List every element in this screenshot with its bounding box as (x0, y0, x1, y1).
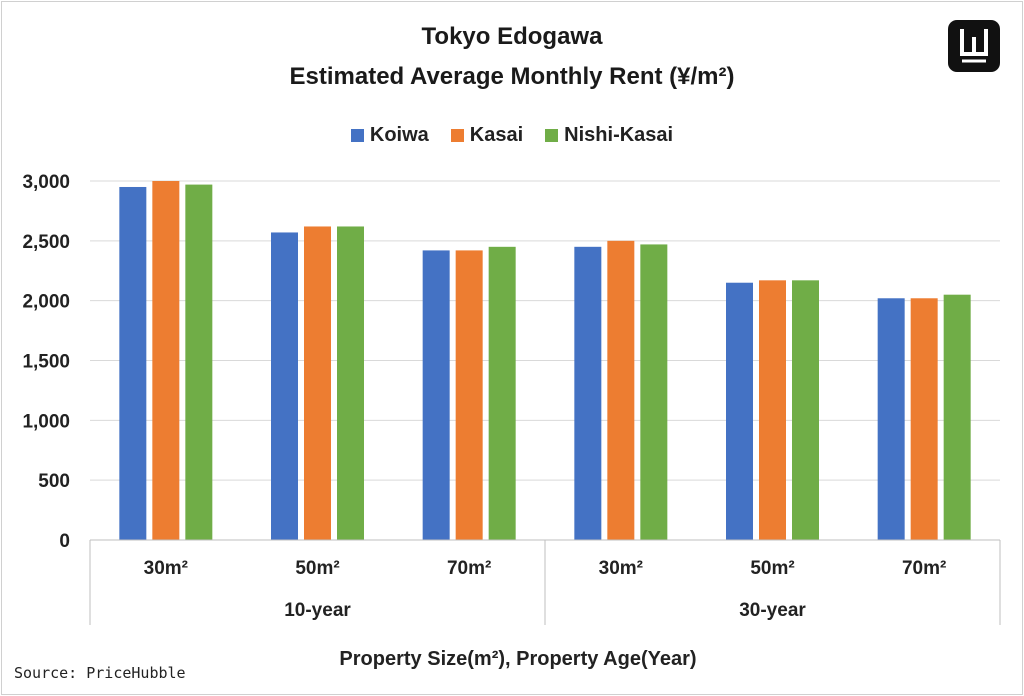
x-tick-label: 70m² (447, 558, 491, 579)
source-note: Source: PriceHubble (14, 664, 186, 682)
axes (89, 539, 1001, 625)
axis-labels: 0 500 1,000 1,500 2,000 2,500 3,000 30m² 50m² 70m… (22, 172, 946, 670)
bar-kasai (304, 226, 331, 540)
y-tick-label: 1,000 (22, 411, 70, 432)
bar-koiwa (422, 250, 450, 540)
y-tick-label: 3,000 (22, 172, 70, 193)
legend-item-nishi-kasai: Nishi-Kasai (545, 124, 673, 147)
bar-nishi-kasai (337, 226, 364, 540)
bars (119, 181, 971, 541)
bar-kasai (152, 181, 180, 540)
legend-swatch-nishi-kasai (545, 129, 559, 142)
chart-title: Tokyo Edogawa (421, 23, 603, 50)
y-tick-label: 1,500 (22, 352, 70, 373)
bar-kasai (607, 240, 635, 541)
legend-label-koiwa: Koiwa (369, 124, 429, 146)
y-tick-label: 2,500 (22, 232, 70, 253)
x-tick-label: 50m² (750, 558, 794, 579)
bar-koiwa (726, 282, 753, 540)
x-tick-label: 30m² (599, 558, 643, 579)
x-tick-label: 50m² (295, 558, 339, 579)
chart-legend: Koiwa Kasai Nishi-Kasai (0, 124, 1024, 147)
bar-nishi-kasai (943, 294, 971, 540)
bar-nishi-kasai (792, 280, 819, 540)
chart-subtitle: Estimated Average Monthly Rent (¥/m²) (289, 63, 735, 90)
bar-nishi-kasai (640, 244, 668, 540)
legend-label-nishi-kasai: Nishi-Kasai (564, 124, 674, 146)
x-group-label: 30-year (739, 600, 806, 621)
x-tick-label: 70m² (902, 558, 946, 579)
w-logo-icon (948, 20, 1000, 72)
y-tick-label: 500 (38, 471, 70, 492)
bar-koiwa (271, 232, 298, 540)
legend-swatch-koiwa (350, 129, 364, 142)
legend-item-koiwa: Koiwa (350, 124, 429, 147)
x-group-label: 10-year (284, 600, 351, 621)
y-tick-label: 0 (59, 531, 70, 552)
bar-nishi-kasai (185, 184, 213, 540)
bar-koiwa (877, 298, 905, 540)
legend-item-kasai: Kasai (450, 124, 524, 147)
y-tick-label: 2,000 (22, 292, 70, 313)
x-tick-label: 30m² (144, 558, 188, 579)
bar-koiwa (574, 246, 602, 541)
bar-kasai (910, 298, 938, 540)
bar-kasai (455, 250, 483, 540)
bar-koiwa (119, 186, 147, 540)
bar-kasai (759, 280, 786, 540)
legend-label-kasai: Kasai (469, 124, 524, 146)
grid-lines (90, 180, 1000, 481)
x-axis-title: Property Size(m²), Property Age(Year) (339, 648, 696, 670)
legend-swatch-kasai (450, 129, 464, 142)
bar-nishi-kasai (488, 246, 516, 541)
